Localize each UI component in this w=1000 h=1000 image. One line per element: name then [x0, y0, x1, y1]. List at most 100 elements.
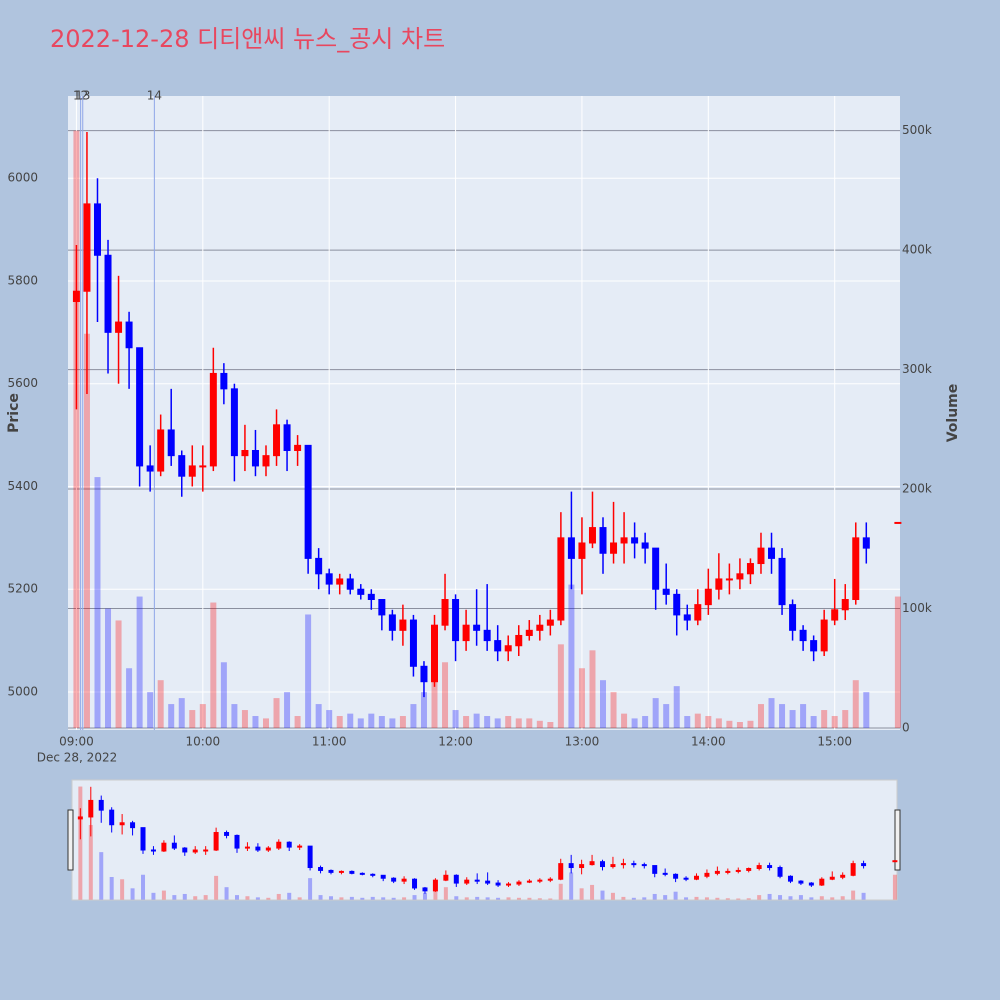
- volume-bar: [569, 872, 574, 900]
- candle-body: [391, 877, 397, 882]
- volume-bar: [203, 895, 208, 900]
- candle-body: [579, 864, 585, 869]
- range-handle[interactable]: [67, 809, 74, 871]
- candle-body: [525, 629, 533, 636]
- candle-body: [483, 629, 491, 642]
- volume-bar: [694, 713, 701, 728]
- candle-body: [336, 578, 344, 585]
- x-tick-label: 12:00: [438, 735, 473, 749]
- candle-body: [188, 465, 196, 477]
- candle-body: [441, 599, 449, 626]
- candle-body: [652, 547, 660, 590]
- candle-body: [286, 841, 292, 848]
- volume-bar: [819, 896, 824, 900]
- x-tick-label: 10:00: [186, 735, 221, 749]
- volume-bar: [347, 713, 354, 728]
- volume-bar: [151, 892, 156, 900]
- y-tick-label: 5200: [7, 582, 38, 596]
- volume-bar: [410, 704, 417, 728]
- volume-bar: [831, 716, 838, 728]
- volume-bar: [821, 710, 828, 728]
- range-handle[interactable]: [894, 809, 901, 871]
- volume-bar: [305, 614, 312, 728]
- candle-body: [631, 863, 637, 866]
- volume-bar: [863, 692, 870, 728]
- volume-bar: [484, 716, 491, 728]
- volume-bar: [130, 888, 135, 900]
- x-tick-label: 11:00: [312, 735, 347, 749]
- candle-body: [652, 865, 658, 874]
- range-slider[interactable]: [71, 779, 898, 901]
- volume-bar: [548, 898, 553, 900]
- candle-body: [294, 444, 302, 452]
- volume-bar: [558, 883, 563, 900]
- candle-body: [157, 429, 165, 472]
- y2-tick-label: 0: [902, 720, 910, 734]
- volume-bar: [673, 686, 680, 728]
- candle-body: [662, 588, 670, 595]
- volume-bar: [262, 718, 269, 728]
- volume-bar: [800, 704, 807, 728]
- candle-body: [841, 599, 849, 611]
- y-tick-label: 6000: [7, 171, 38, 185]
- candle-body: [297, 845, 303, 848]
- candle-body: [462, 624, 470, 642]
- volume-bar: [276, 893, 281, 900]
- volume-bar: [78, 786, 83, 900]
- volume-bar: [235, 895, 239, 900]
- volume-bar: [381, 897, 386, 900]
- candle-body: [620, 863, 626, 866]
- candle-body: [683, 614, 691, 621]
- candle-body: [378, 599, 386, 616]
- candle-body: [140, 827, 146, 851]
- candle-body: [746, 867, 752, 871]
- volume-bar: [412, 895, 417, 900]
- candle-body: [557, 537, 565, 621]
- candle-body: [420, 665, 428, 683]
- candle-body: [359, 872, 365, 875]
- candle-body: [171, 842, 177, 849]
- volume-bar: [220, 662, 227, 728]
- candle-body: [810, 640, 818, 652]
- volume-bar: [391, 897, 396, 900]
- candle-body: [588, 527, 596, 544]
- volume-bar: [894, 596, 901, 728]
- x-tick-label: 09:00: [59, 735, 94, 749]
- volume-bar: [326, 710, 333, 728]
- volume-bar: [736, 721, 743, 728]
- volume-bar: [694, 896, 699, 900]
- candle-body: [167, 429, 175, 457]
- volume-bar: [168, 704, 175, 728]
- y2-tick-label: 100k: [902, 601, 932, 615]
- x-tick-label: 15:00: [817, 735, 852, 749]
- candle-body: [589, 861, 595, 866]
- candle-body: [819, 878, 825, 886]
- volume-bar: [378, 716, 385, 728]
- volume-bar: [266, 897, 271, 900]
- candle-body: [610, 542, 618, 554]
- candle-body: [262, 455, 270, 467]
- candle-body: [325, 573, 333, 585]
- candle-body: [495, 882, 501, 886]
- candle-body: [409, 619, 417, 667]
- volume-bar: [715, 897, 720, 900]
- volume-bar: [652, 893, 657, 900]
- y-tick-label: 5800: [7, 273, 38, 287]
- candle-body: [318, 867, 324, 871]
- candle-body: [93, 203, 101, 256]
- candle-body: [464, 879, 470, 884]
- candle-body: [704, 872, 710, 877]
- y-tick-label: 5000: [7, 684, 38, 698]
- candle-body: [767, 865, 773, 869]
- volume-bar: [610, 892, 615, 900]
- candle-body: [714, 870, 720, 874]
- candle-body: [546, 619, 554, 626]
- candle-body: [276, 841, 282, 849]
- volume-bar: [600, 680, 607, 728]
- volume-bar: [590, 884, 595, 900]
- volume-bar: [284, 692, 291, 728]
- volume-bar: [308, 878, 313, 900]
- candle-body: [146, 465, 154, 472]
- candle-body: [328, 869, 334, 873]
- candle-body: [474, 879, 480, 882]
